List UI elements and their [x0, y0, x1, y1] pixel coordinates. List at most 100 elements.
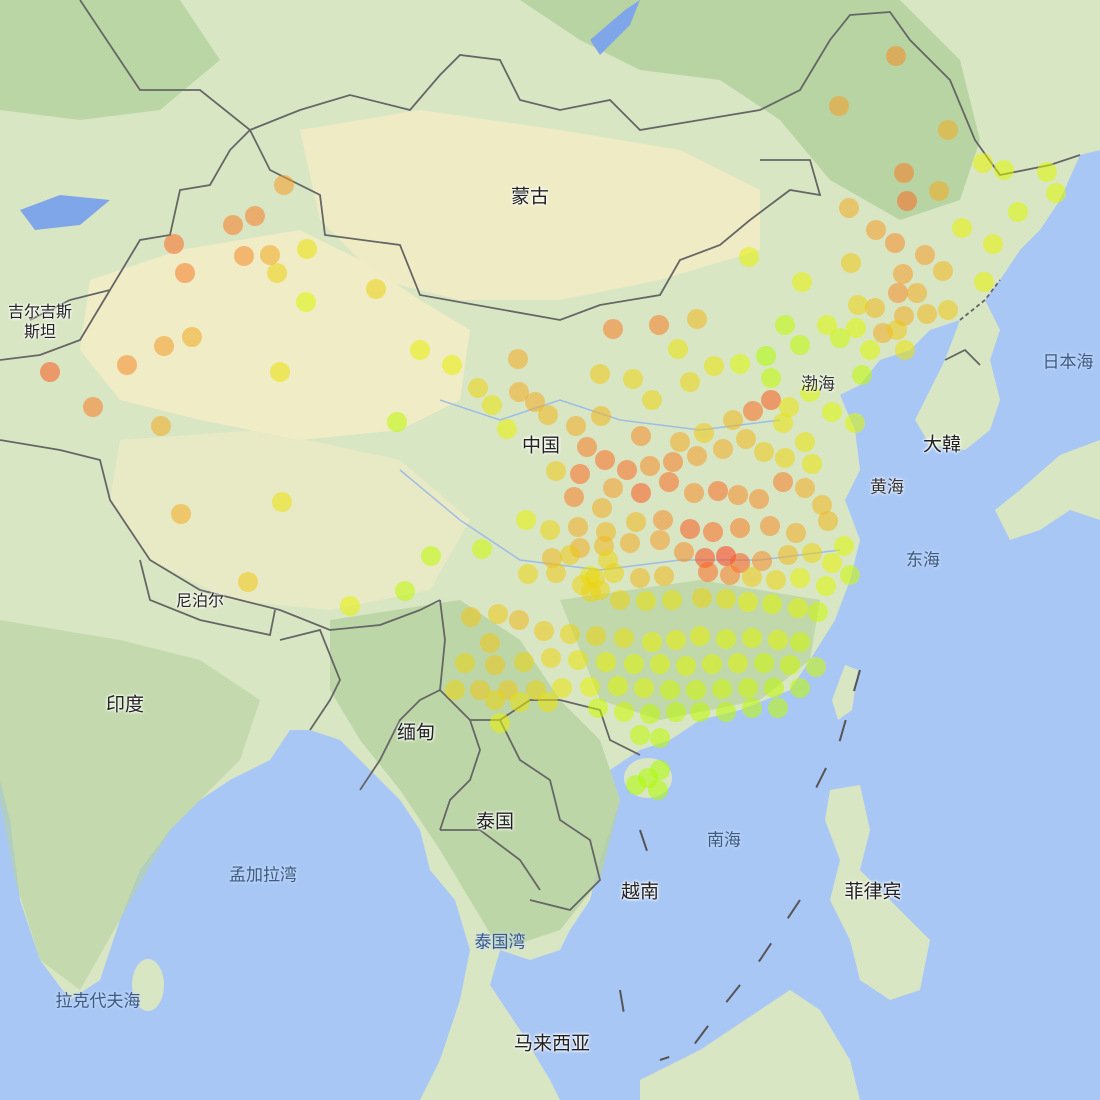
heat-dot [534, 621, 554, 641]
heat-dot [670, 432, 690, 452]
label-laccadive-sea: 拉克代夫海 [55, 991, 141, 1012]
heat-dot [482, 395, 502, 415]
heat-dot [640, 456, 660, 476]
heat-dot [779, 397, 799, 417]
heat-dot [472, 539, 492, 559]
heat-dot [692, 588, 712, 608]
heat-dot [592, 498, 612, 518]
heat-dot [468, 378, 488, 398]
heat-dot [802, 454, 822, 474]
heat-dot [795, 478, 815, 498]
heat-dot [668, 339, 688, 359]
heat-dot [690, 626, 710, 646]
heat-dot [445, 680, 465, 700]
heat-dot [260, 245, 280, 265]
heat-dot [421, 546, 441, 566]
heat-dot [564, 487, 584, 507]
heat-dot [728, 485, 748, 505]
heat-dot [455, 653, 475, 673]
heat-dot [895, 340, 915, 360]
heat-dot [546, 461, 566, 481]
heat-dot [800, 382, 820, 402]
heat-dot [687, 446, 707, 466]
heat-dot [546, 563, 566, 583]
heat-dot [739, 247, 759, 267]
heat-dot [570, 464, 590, 484]
heat-dot [698, 562, 718, 582]
heat-dot [822, 553, 842, 573]
heat-dot [716, 702, 736, 722]
heat-dot [788, 598, 808, 618]
heat-dot [164, 234, 184, 254]
heat-dot [716, 589, 736, 609]
heat-dot [490, 713, 510, 733]
heat-dot [795, 432, 815, 452]
heat-dot [938, 120, 958, 140]
heat-dot [510, 692, 530, 712]
heat-dot [608, 676, 628, 696]
heat-dot [542, 548, 562, 568]
heat-dot [590, 364, 610, 384]
heat-dot [886, 46, 906, 66]
label-thailand: 泰国 [475, 810, 515, 833]
heat-dot [603, 319, 623, 339]
heat-dot [1046, 183, 1066, 203]
heat-dot [541, 648, 561, 668]
heat-dot [703, 522, 723, 542]
heat-dot [806, 657, 826, 677]
heat-dot [894, 163, 914, 183]
heat-dot [650, 728, 670, 748]
heat-dot [610, 590, 630, 610]
heat-dot [764, 678, 784, 698]
heat-dot [780, 655, 800, 675]
heat-dot [650, 760, 670, 780]
heat-dot [760, 516, 780, 536]
heat-dot [834, 536, 854, 556]
heat-dot [994, 160, 1014, 180]
heat-dot [817, 315, 837, 335]
heat-dot [642, 632, 662, 652]
heat-dot [742, 698, 762, 718]
heat-dot [272, 492, 292, 512]
heat-dot [720, 565, 740, 585]
label-kyrgyzstan-line1: 吉尔吉斯 [7, 302, 73, 321]
heat-dot [552, 678, 572, 698]
heat-dot [712, 679, 732, 699]
heat-dot [1008, 202, 1028, 222]
heat-dot [917, 304, 937, 324]
heat-dot [626, 775, 646, 795]
heat-dot [630, 568, 650, 588]
heat-dot [674, 542, 694, 562]
heat-dot [662, 590, 682, 610]
heat-dot [182, 327, 202, 347]
heat-dot [897, 191, 917, 211]
label-bohai: 渤海 [801, 374, 835, 395]
heat-dot [768, 630, 788, 650]
heat-dot [617, 460, 637, 480]
heat-dot [973, 153, 993, 173]
label-vietnam: 越南 [620, 880, 660, 903]
heat-dot [680, 372, 700, 392]
heat-dot [461, 607, 481, 627]
heat-dot [659, 472, 679, 492]
label-sea-of-japan: 日本海 [1042, 352, 1094, 373]
heat-dot [650, 654, 670, 674]
heat-dot [568, 650, 588, 670]
heat-dot [742, 567, 762, 587]
heat-dot [267, 263, 287, 283]
heat-dot [395, 581, 415, 601]
heat-dot [716, 629, 736, 649]
heat-dot [538, 405, 558, 425]
heat-dot [626, 512, 646, 532]
heat-dot [154, 336, 174, 356]
heat-dot [470, 680, 490, 700]
heat-dot [790, 568, 810, 588]
heat-dot [560, 545, 580, 565]
heat-dot [83, 397, 103, 417]
heat-dot [485, 690, 505, 710]
heat-dot [296, 292, 316, 312]
heat-dot [694, 423, 714, 443]
heat-dot [649, 315, 669, 335]
heat-dot [830, 328, 850, 348]
